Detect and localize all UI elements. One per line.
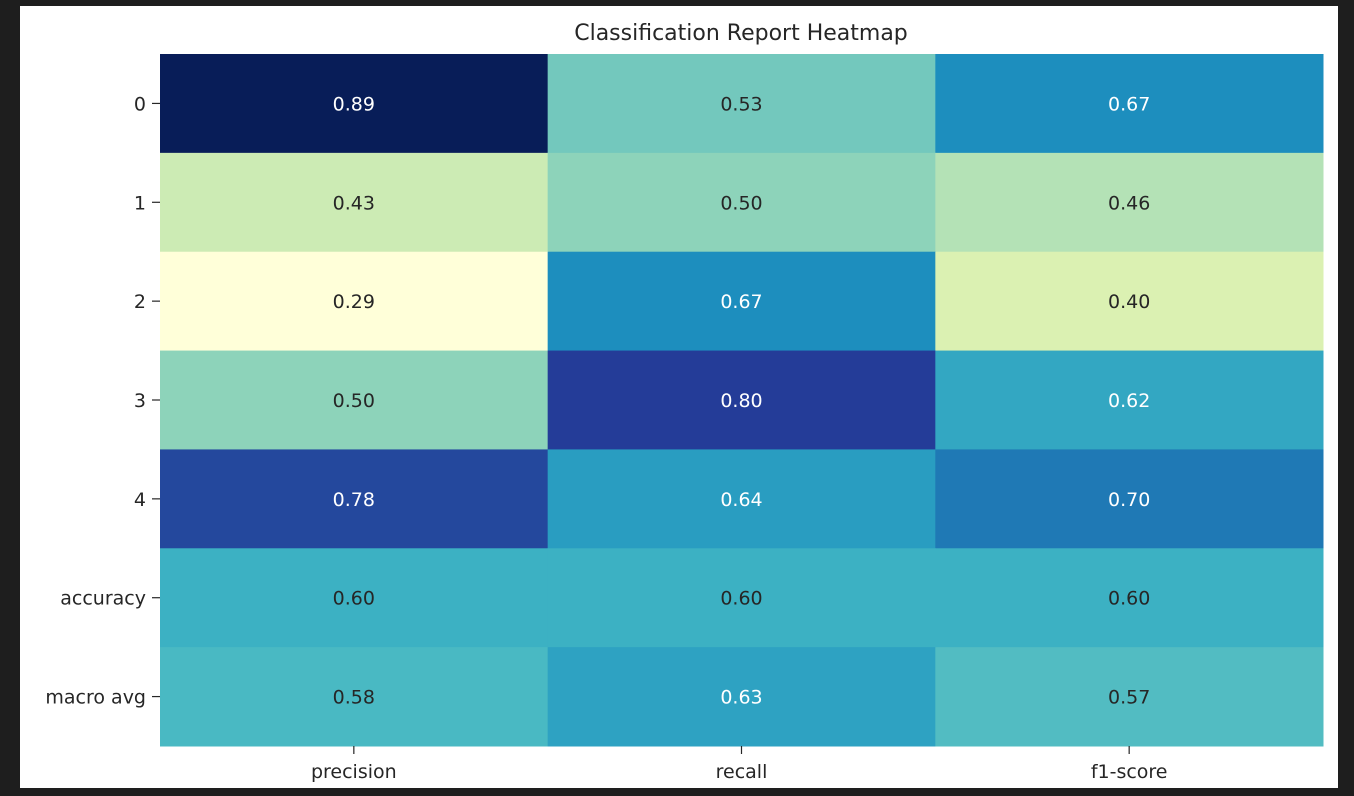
x-tick-label: precision	[311, 761, 397, 783]
y-tick-label: macro avg	[45, 687, 146, 709]
heatmap-cell	[547, 350, 936, 450]
cell-value-label: 0.62	[1108, 390, 1150, 412]
heatmap-chart: Classification Report Heatmap 0.89 0.53 0.…	[45, 21, 1324, 783]
heatmap-cell	[547, 152, 936, 253]
cell-value-label: 0.57	[1108, 687, 1150, 709]
heatmap-cell	[547, 548, 936, 648]
heatmap-cell	[935, 54, 1324, 154]
cell-value-label: 0.78	[333, 489, 375, 511]
y-axis: 0 1 2 3 4 accuracy macro avg	[45, 93, 160, 709]
cell-value-label: 0.70	[1108, 489, 1150, 511]
y-tick-label: 3	[134, 390, 146, 412]
cell-value-label: 0.50	[333, 390, 375, 412]
cell-value-label: 0.67	[720, 291, 762, 313]
heatmap-cell	[547, 251, 936, 352]
heatmap-cell	[160, 647, 549, 747]
cell-value-label: 0.60	[1108, 588, 1150, 610]
y-tick-label: accuracy	[60, 588, 146, 610]
x-axis: precision recall f1-score	[311, 746, 1168, 783]
heatmap-cell	[160, 152, 549, 253]
cell-value-label: 0.60	[720, 588, 762, 610]
y-tick-label: 2	[134, 291, 146, 313]
cell-value-label: 0.43	[333, 192, 375, 214]
heatmap-cell	[160, 350, 549, 450]
heatmap-cell	[935, 251, 1324, 352]
chart-title: Classification Report Heatmap	[574, 21, 908, 46]
heatmap-cell	[160, 251, 549, 352]
heatmap-cell-labels: 0.89 0.53 0.67 0.43 0.50 0.46 0.29 0.67 0.40 0.50…	[333, 93, 1151, 708]
cell-value-label: 0.67	[1108, 93, 1150, 115]
y-tick-label: 1	[134, 192, 146, 214]
cell-value-label: 0.80	[720, 390, 762, 412]
x-tick-label: recall	[716, 761, 768, 783]
heatmap-cell	[547, 449, 936, 549]
y-tick-label: 4	[134, 489, 146, 511]
cell-value-label: 0.29	[333, 291, 375, 313]
heatmap-cell	[935, 152, 1324, 253]
heatmap-cell	[160, 449, 549, 549]
cell-value-label: 0.50	[720, 192, 762, 214]
cell-value-label: 0.60	[333, 588, 375, 610]
cell-value-label: 0.89	[333, 93, 375, 115]
heatmap-cell	[935, 647, 1324, 747]
x-tick-label: f1-score	[1091, 761, 1168, 783]
heatmap-cell	[160, 54, 549, 154]
cell-value-label: 0.63	[720, 687, 762, 709]
cell-value-label: 0.64	[720, 489, 762, 511]
heatmap-cell	[547, 647, 936, 747]
heatmap-cell	[935, 449, 1324, 549]
heatmap-cell	[935, 350, 1324, 450]
cell-value-label: 0.40	[1108, 291, 1150, 313]
cell-value-label: 0.58	[333, 687, 375, 709]
y-tick-label: 0	[134, 93, 146, 115]
heatmap-cells	[160, 54, 1324, 747]
chart-figure: Classification Report Heatmap 0.89 0.53 0.…	[20, 6, 1338, 788]
page-bottom-strip	[0, 788, 1354, 796]
cell-value-label: 0.53	[720, 93, 762, 115]
heatmap-cell	[160, 548, 549, 648]
heatmap-cell	[547, 54, 936, 154]
cell-value-label: 0.46	[1108, 192, 1150, 214]
heatmap-cell	[935, 548, 1324, 648]
